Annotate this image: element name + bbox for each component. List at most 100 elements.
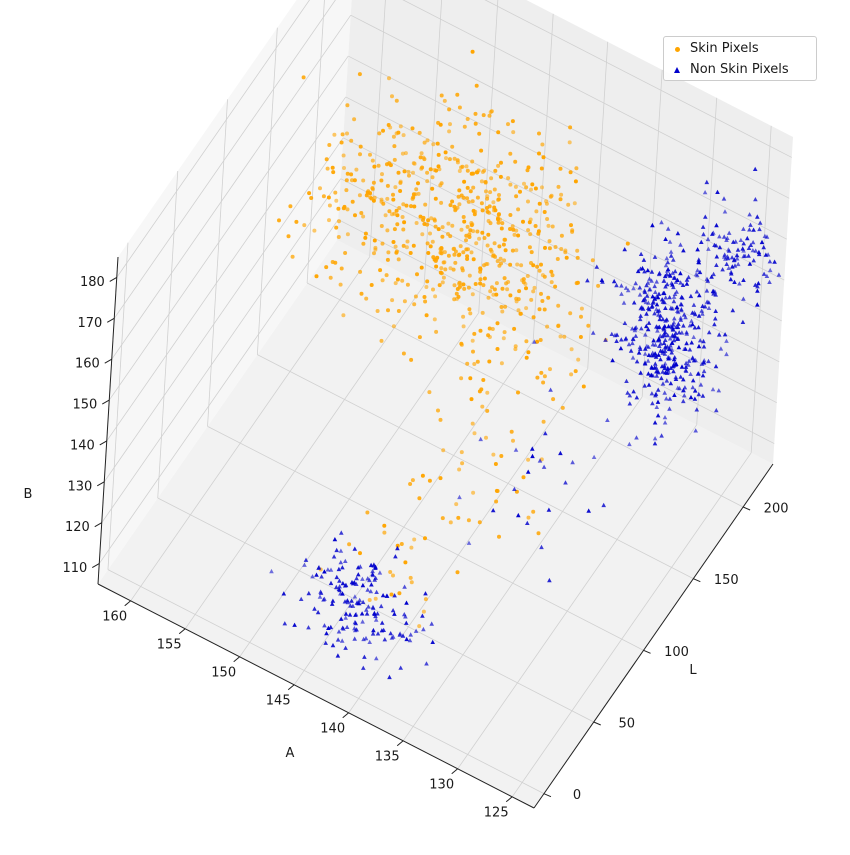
z-tick-label: 130	[67, 479, 92, 494]
non-skin-point	[755, 302, 760, 307]
non-skin-point	[330, 642, 336, 648]
non-skin-point	[644, 293, 650, 298]
non-skin-point	[688, 394, 694, 400]
non-skin-point	[630, 355, 636, 360]
non-skin-point	[354, 576, 359, 581]
non-skin-point	[645, 326, 651, 332]
non-skin-point	[316, 564, 322, 570]
skin-point	[368, 152, 372, 157]
skin-point	[485, 262, 490, 266]
non-skin-point	[704, 179, 710, 185]
non-skin-point	[695, 247, 700, 252]
y-tick	[451, 768, 459, 775]
skin-point	[574, 166, 579, 171]
skin-point	[487, 326, 492, 331]
non-skin-point	[424, 661, 429, 666]
skin-point	[523, 282, 528, 286]
non-skin-point	[667, 406, 672, 411]
non-skin-point	[663, 337, 668, 342]
skin-point	[513, 159, 518, 164]
skin-point	[488, 289, 493, 294]
non-skin-point	[678, 301, 684, 307]
skin-point	[536, 231, 541, 236]
skin-point	[471, 257, 476, 262]
skin-point	[378, 268, 383, 273]
skin-point	[428, 244, 433, 249]
skin-point	[411, 243, 416, 248]
non-skin-point	[741, 241, 746, 246]
non-skin-point	[655, 413, 661, 418]
z-tick-label: 110	[62, 561, 87, 576]
non-skin-point	[650, 222, 655, 228]
skin-point	[482, 236, 487, 240]
non-skin-point	[662, 390, 667, 395]
non-skin-point	[370, 568, 375, 574]
non-skin-point	[655, 387, 661, 392]
skin-point	[339, 266, 344, 271]
skin-point	[395, 277, 400, 282]
skin-point	[446, 221, 451, 226]
non-skin-point	[660, 299, 666, 304]
skin-point	[527, 220, 532, 225]
skin-point	[401, 133, 406, 138]
skin-point	[441, 448, 446, 453]
skin-point	[386, 308, 390, 313]
non-skin-point	[364, 611, 370, 616]
skin-point	[390, 212, 394, 217]
non-skin-point	[644, 323, 649, 329]
skin-point	[459, 227, 464, 232]
skin-point	[454, 502, 459, 507]
y-tick	[396, 740, 404, 747]
y-tick-label: 125	[484, 805, 509, 820]
non-skin-point	[633, 333, 639, 338]
legend-item-nonskin: Non Skin Pixels	[664, 61, 789, 79]
non-skin-point	[713, 292, 718, 297]
skin-point	[545, 217, 550, 221]
non-skin-point	[623, 285, 629, 290]
non-skin-point	[643, 346, 648, 351]
non-skin-point	[721, 234, 727, 239]
non-skin-point	[692, 311, 698, 317]
skin-point	[394, 249, 399, 254]
skin-point	[564, 255, 569, 260]
skin-point	[553, 284, 558, 289]
non-skin-point	[665, 267, 671, 272]
skin-point	[480, 310, 485, 315]
non-skin-point	[653, 352, 658, 357]
skin-point	[492, 287, 497, 292]
skin-point	[528, 232, 533, 237]
non-skin-point	[661, 340, 667, 345]
non-skin-point	[700, 303, 705, 308]
skin-point	[487, 204, 492, 209]
skin-point	[337, 219, 341, 224]
non-skin-point	[668, 343, 673, 348]
skin-point	[410, 126, 415, 131]
non-skin-point	[672, 392, 677, 397]
non-skin-point	[732, 257, 737, 262]
non-skin-point	[704, 288, 710, 293]
skin-point	[535, 264, 540, 269]
skin-point	[535, 375, 540, 380]
non-skin-point	[563, 480, 568, 485]
skin-point	[432, 168, 437, 172]
grid-line	[107, 569, 545, 795]
skin-point	[380, 278, 385, 283]
non-skin-point	[361, 665, 366, 670]
non-skin-point	[654, 302, 660, 307]
skin-point	[550, 273, 555, 278]
skin-point	[469, 250, 474, 255]
non-skin-point	[662, 331, 667, 336]
skin-point	[485, 408, 490, 413]
non-skin-point	[614, 338, 619, 343]
skin-point	[474, 83, 479, 88]
skin-point	[510, 224, 515, 229]
non-skin-point	[337, 578, 342, 583]
skin-point	[508, 227, 512, 231]
skin-point	[430, 186, 435, 191]
non-skin-point	[371, 627, 376, 633]
non-skin-point	[379, 620, 385, 625]
skin-point	[423, 299, 428, 304]
non-skin-point	[693, 428, 698, 433]
skin-point	[465, 257, 470, 261]
non-skin-point	[373, 575, 378, 580]
